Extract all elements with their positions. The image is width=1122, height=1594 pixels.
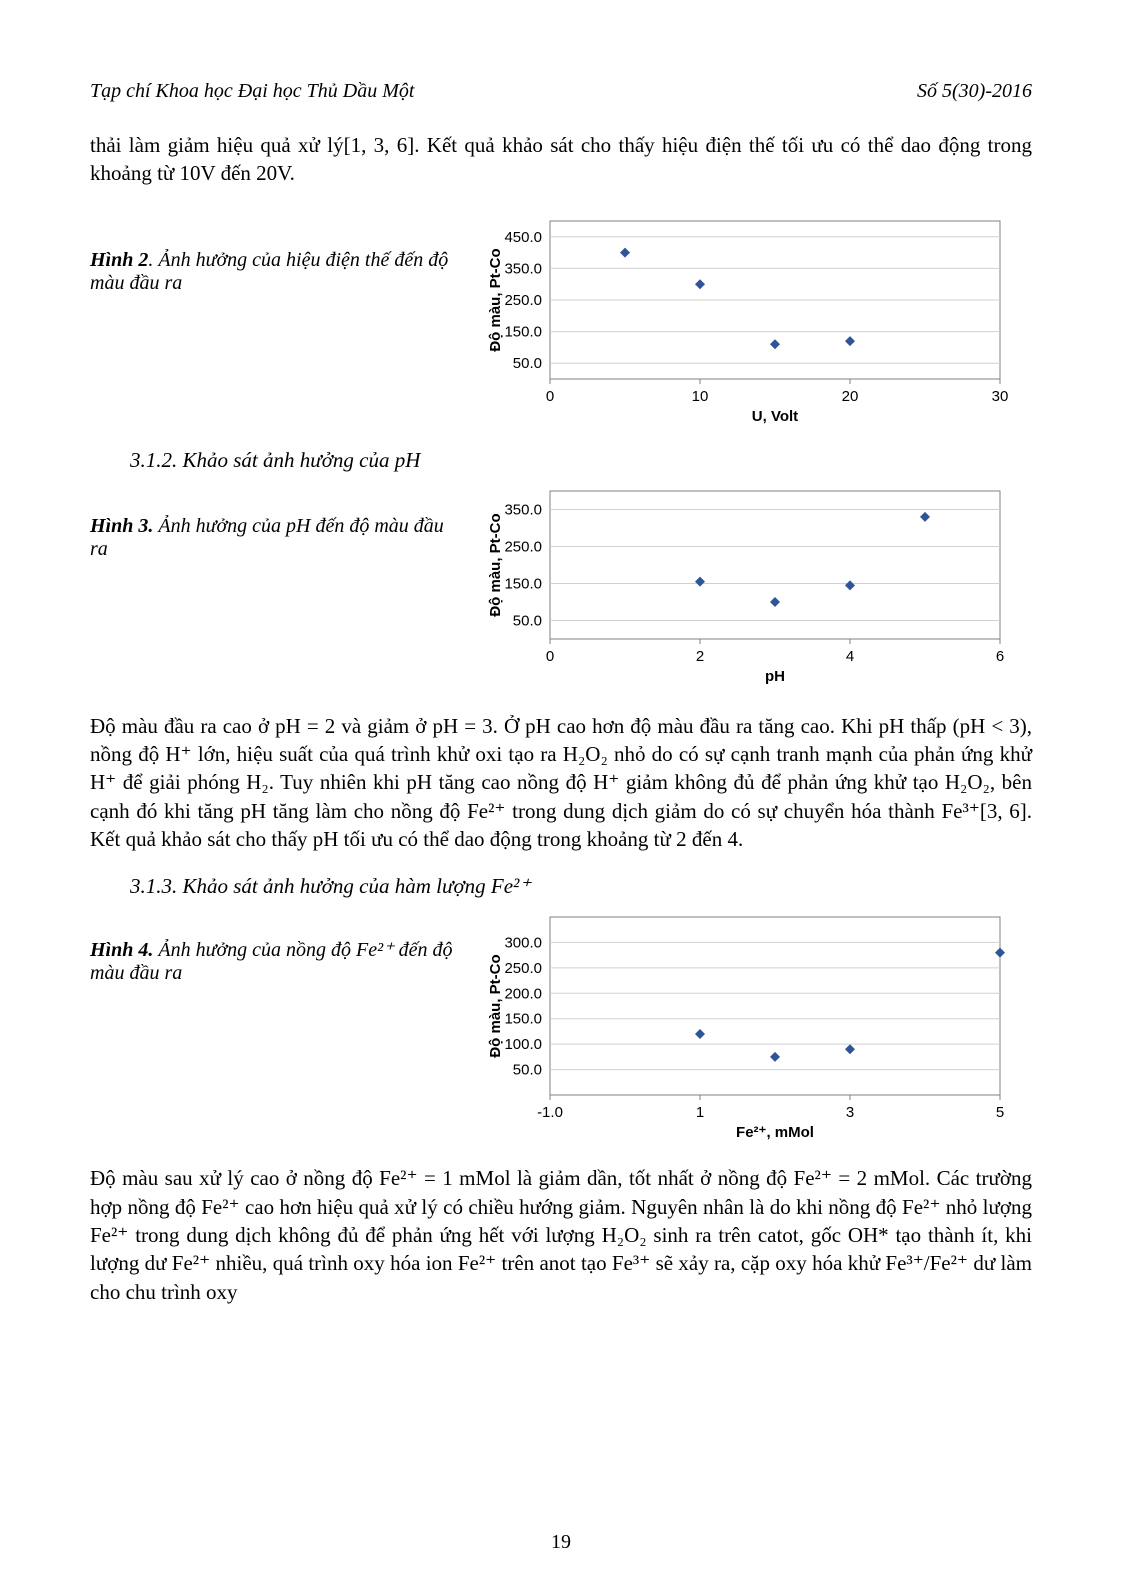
figure-4-caption: Hình 4. Ảnh hưởng của nồng độ Fe²⁺ đến đ… (90, 937, 460, 985)
svg-text:150.0: 150.0 (504, 323, 542, 340)
journal-name: Tạp chí Khoa học Đại học Thủ Dầu Một (90, 80, 414, 103)
svg-text:4: 4 (846, 648, 854, 665)
svg-text:20: 20 (842, 388, 859, 405)
svg-text:0: 0 (546, 388, 554, 405)
svg-text:30: 30 (992, 388, 1009, 405)
svg-text:50.0: 50.0 (513, 355, 542, 372)
section-3-1-2-heading: 3.1.2. Khảo sát ảnh hưởng của pH (90, 448, 1032, 473)
svg-text:10: 10 (692, 388, 709, 405)
svg-text:150.0: 150.0 (504, 575, 542, 592)
paragraph-3-1-2: Độ màu đầu ra cao ở pH = 2 và giảm ở pH … (90, 712, 1032, 854)
svg-text:150.0: 150.0 (504, 1011, 542, 1028)
svg-text:300.0: 300.0 (504, 935, 542, 952)
svg-text:350.0: 350.0 (504, 501, 542, 518)
svg-text:50.0: 50.0 (513, 612, 542, 629)
svg-text:Độ màu, Pt-Co: Độ màu, Pt-Co (487, 955, 504, 1058)
svg-text:200.0: 200.0 (504, 986, 542, 1003)
svg-text:100.0: 100.0 (504, 1037, 542, 1054)
paragraph-3-1-3: Độ màu sau xử lý cao ở nồng độ Fe²⁺ = 1 … (90, 1164, 1032, 1306)
intro-paragraph: thải làm giảm hiệu quả xử lý[1, 3, 6]. K… (90, 131, 1032, 188)
figure-2-row: Hình 2. Ảnh hưởng của hiệu điện thế đến … (90, 209, 1032, 434)
page-header: Tạp chí Khoa học Đại học Thủ Dầu Một Số … (90, 80, 1032, 103)
figure-2-caption-lead: Hình 2 (90, 249, 148, 271)
page-number: 19 (0, 1531, 1122, 1554)
svg-text:5: 5 (996, 1104, 1004, 1121)
svg-text:0: 0 (546, 648, 554, 665)
section-3-1-3-heading: 3.1.3. Khảo sát ảnh hưởng của hàm lượng … (90, 874, 1032, 899)
svg-text:Fe²⁺, mMol: Fe²⁺, mMol (736, 1124, 814, 1141)
figure-3-caption: Hình 3. Ảnh hưởng của pH đến độ màu đầu … (90, 515, 460, 561)
svg-text:50.0: 50.0 (513, 1062, 542, 1079)
svg-text:350.0: 350.0 (504, 260, 542, 277)
figure-4-chart: 50.0 100.0 150.0 200.0 250.0 300.0 -1.0 1 3 5 Độ m… (480, 905, 1020, 1145)
page: Tạp chí Khoa học Đại học Thủ Dầu Một Số … (0, 0, 1122, 1594)
figure-3-row: Hình 3. Ảnh hưởng của pH đến độ màu đầu … (90, 479, 1032, 694)
svg-text:2: 2 (696, 648, 704, 665)
svg-text:pH: pH (765, 668, 785, 685)
svg-text:250.0: 250.0 (504, 960, 542, 977)
figure-4-row: Hình 4. Ảnh hưởng của nồng độ Fe²⁺ đến đ… (90, 905, 1032, 1150)
svg-text:-1.0: -1.0 (537, 1104, 563, 1121)
svg-text:6: 6 (996, 648, 1004, 665)
svg-text:1: 1 (696, 1104, 704, 1121)
svg-text:250.0: 250.0 (504, 538, 542, 555)
figure-3-chart: 50.0 150.0 250.0 350.0 0 2 4 6 Độ màu, Pt-Co pH (480, 479, 1020, 689)
figure-2-caption: Hình 2. Ảnh hưởng của hiệu điện thế đến … (90, 249, 460, 295)
issue-number: Số 5(30)-2016 (917, 80, 1032, 103)
svg-text:450.0: 450.0 (504, 228, 542, 245)
svg-text:3: 3 (846, 1104, 854, 1121)
svg-text:250.0: 250.0 (504, 292, 542, 309)
svg-text:Độ màu, Pt-Co: Độ màu, Pt-Co (487, 248, 504, 351)
figure-3-caption-lead: Hình 3. (90, 515, 153, 537)
figure-4-caption-lead: Hình 4. (90, 939, 153, 961)
svg-text:Độ màu, Pt-Co: Độ màu, Pt-Co (487, 513, 504, 616)
figure-2-chart: 50.0 150.0 250.0 350.0 450.0 0 10 20 30 Độ màu, P… (480, 209, 1020, 429)
svg-text:U, Volt: U, Volt (752, 408, 798, 425)
